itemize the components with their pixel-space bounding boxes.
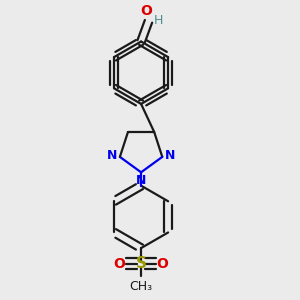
Text: O: O (157, 256, 168, 271)
Text: N: N (164, 149, 175, 162)
Text: CH₃: CH₃ (130, 280, 153, 293)
Text: H: H (153, 14, 163, 27)
Text: O: O (140, 4, 152, 19)
Text: N: N (136, 174, 146, 187)
Text: O: O (114, 256, 126, 271)
Text: N: N (107, 149, 118, 162)
Text: S: S (136, 256, 147, 271)
